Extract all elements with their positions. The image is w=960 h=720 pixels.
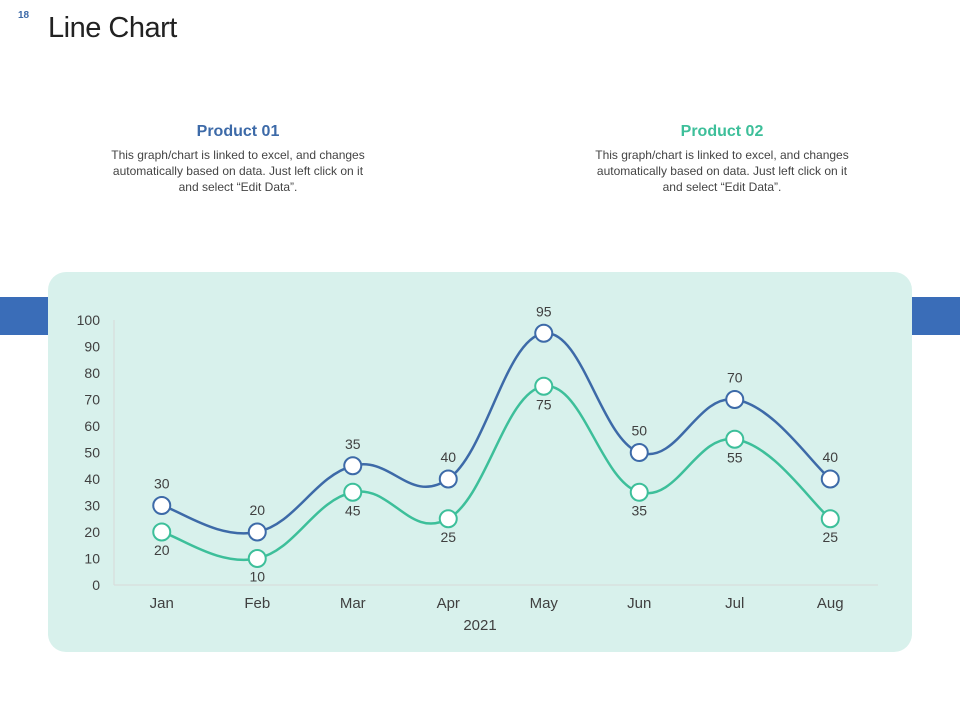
series-2-data-label: 25 bbox=[822, 529, 838, 545]
y-tick-label: 60 bbox=[84, 418, 100, 434]
y-tick-label: 0 bbox=[92, 577, 100, 593]
series-1-point bbox=[247, 522, 267, 542]
x-tick-label: May bbox=[530, 595, 559, 612]
series-2-point bbox=[343, 482, 363, 502]
y-tick-label: 10 bbox=[84, 551, 100, 567]
y-tick-label: 90 bbox=[84, 339, 100, 355]
legend-product-01-description: This graph/chart is linked to excel, and… bbox=[111, 148, 365, 194]
y-tick-label: 40 bbox=[84, 471, 100, 487]
x-tick-label: Jun bbox=[627, 595, 651, 612]
series-2-point bbox=[725, 429, 745, 449]
series-1-data-label: 40 bbox=[822, 449, 838, 465]
series-2-point bbox=[534, 376, 554, 396]
series-2-line bbox=[161, 384, 832, 562]
series-2-data-label: 35 bbox=[631, 502, 647, 518]
legend-product-02: Product 02 This graph/chart is linked to… bbox=[592, 123, 852, 195]
y-tick-label: 30 bbox=[84, 498, 100, 514]
legend-product-01-name: Product 01 bbox=[196, 123, 280, 140]
series-1-data-label: 50 bbox=[631, 423, 647, 439]
y-tick-label: 20 bbox=[84, 524, 100, 540]
page-number: 18 bbox=[18, 10, 30, 21]
series-2-data-label: 25 bbox=[440, 529, 456, 545]
chart-panel: 0 10 20 30 40 50 60 70 80 90 100 Jan Feb Mar Apr May Jun… bbox=[48, 272, 912, 652]
series-1-point bbox=[725, 390, 745, 409]
series-1-data-label: 40 bbox=[440, 449, 456, 465]
series-2-point bbox=[820, 509, 840, 529]
series-1-data-label: 70 bbox=[727, 370, 743, 386]
y-tick-label: 70 bbox=[84, 392, 100, 408]
y-tick-label: 100 bbox=[77, 312, 101, 328]
series-2-point bbox=[152, 522, 172, 542]
series-2-point bbox=[629, 482, 649, 502]
series-1-data-label: 30 bbox=[154, 476, 170, 492]
series-2-data-label: 45 bbox=[345, 502, 361, 518]
x-tick-label: Mar bbox=[340, 595, 366, 612]
legend-product-02-name: Product 02 bbox=[680, 123, 764, 140]
series-1-line bbox=[161, 331, 832, 535]
x-tick-label: Jul bbox=[725, 595, 744, 612]
page-title: Line Chart bbox=[48, 12, 177, 44]
series-2-data-label: 75 bbox=[536, 396, 552, 412]
x-tick-label: Aug bbox=[817, 595, 844, 612]
series-2-point bbox=[438, 509, 458, 529]
series-1-data-label: 20 bbox=[249, 502, 265, 518]
series-1-point bbox=[343, 456, 363, 476]
legend-product-02-description: This graph/chart is linked to excel, and… bbox=[595, 148, 849, 194]
series-1-point bbox=[629, 443, 649, 462]
series-1-point bbox=[438, 469, 458, 489]
x-tick-label: Jan bbox=[150, 595, 174, 612]
line-chart: 0 10 20 30 40 50 60 70 80 90 100 Jan Feb Mar Apr May Jun… bbox=[77, 303, 878, 634]
x-tick-label: Feb bbox=[244, 595, 270, 612]
series-1-point bbox=[152, 496, 172, 515]
series-2-data-label: 20 bbox=[154, 542, 170, 558]
series-1-data-label: 95 bbox=[536, 303, 552, 319]
series-2-point bbox=[247, 549, 267, 568]
series-2-data-label: 10 bbox=[249, 569, 265, 585]
y-tick-label: 50 bbox=[84, 445, 100, 461]
series-1-data-label: 35 bbox=[345, 436, 361, 452]
x-tick-label: Apr bbox=[437, 595, 460, 612]
series-1-point bbox=[820, 469, 840, 489]
y-tick-label: 80 bbox=[84, 365, 100, 381]
legend-product-01: Product 01 This graph/chart is linked to… bbox=[108, 123, 368, 195]
series-1-point bbox=[534, 323, 554, 343]
x-axis-title: 2021 bbox=[463, 617, 496, 634]
series-2-data-label: 55 bbox=[727, 449, 743, 465]
